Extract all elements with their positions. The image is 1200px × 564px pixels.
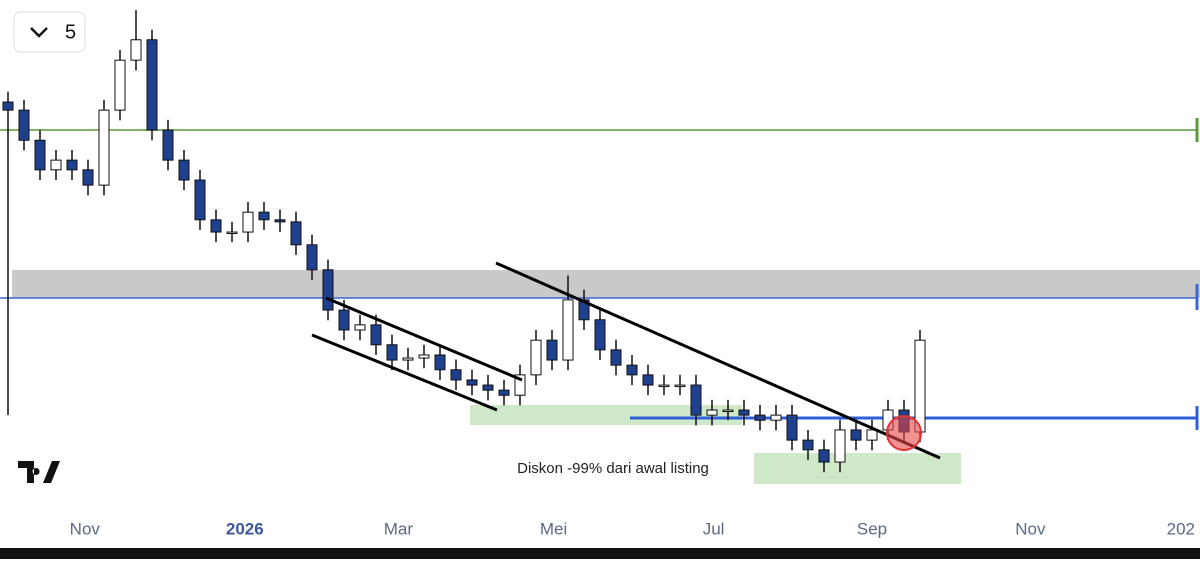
candle-body xyxy=(562,299,574,361)
candle-body xyxy=(130,39,142,61)
candle-body xyxy=(914,339,926,433)
x-axis: Nov 2026 Mar Mei Jul Sep Nov 202 xyxy=(70,519,1195,538)
candle-body xyxy=(242,211,254,233)
x-tick-label: Mei xyxy=(540,519,567,538)
tradingview-logo xyxy=(18,461,60,483)
candle-body xyxy=(546,339,558,361)
candle-body xyxy=(722,409,734,413)
candle-body xyxy=(706,409,718,416)
x-tick-label: 2026 xyxy=(226,519,264,538)
candle-body xyxy=(802,439,814,451)
candle-body xyxy=(754,414,766,421)
candle-body xyxy=(834,429,846,463)
candle-body xyxy=(594,319,606,351)
candle-body xyxy=(306,244,318,271)
candle-body xyxy=(322,269,334,311)
chevron-icon xyxy=(30,27,48,38)
candle-body xyxy=(370,324,382,346)
candle-body xyxy=(146,39,158,131)
breakout-marker xyxy=(886,415,922,451)
button-label: 5 xyxy=(65,21,76,43)
support-zone xyxy=(470,405,742,425)
candle-body xyxy=(162,129,174,161)
support-zone xyxy=(754,453,961,484)
resistance-zone xyxy=(12,270,1200,298)
candle-body xyxy=(354,324,366,331)
candle-body xyxy=(386,344,398,361)
candle-body xyxy=(450,369,462,381)
candle-body xyxy=(690,384,702,416)
button-frame[interactable] xyxy=(13,11,86,53)
status-bar xyxy=(0,548,1200,559)
candle-body xyxy=(850,429,862,441)
candle-body xyxy=(18,109,30,141)
candle-body xyxy=(578,299,590,321)
candle-body xyxy=(50,159,62,171)
candle-body xyxy=(866,429,878,441)
candle-body xyxy=(530,339,542,376)
candle-body xyxy=(642,374,654,386)
candle-body xyxy=(178,159,190,181)
candle-body xyxy=(786,414,798,441)
x-tick-label: Sep xyxy=(857,519,887,538)
candle-body xyxy=(466,379,478,386)
candle-body xyxy=(34,139,46,171)
x-tick-label: Mar xyxy=(384,519,414,538)
candle-body xyxy=(2,101,14,111)
candle-body xyxy=(210,219,222,233)
annotation: Diskon -99% dari awal listing xyxy=(517,460,709,477)
trend-line xyxy=(311,333,498,412)
candle-body xyxy=(434,354,446,371)
candle-body xyxy=(114,59,126,111)
candle-body xyxy=(290,221,302,246)
candle-body xyxy=(738,409,750,416)
candle-body xyxy=(402,357,414,361)
candle-body xyxy=(482,384,494,391)
trend-line xyxy=(495,261,941,460)
candle-body xyxy=(226,231,238,235)
x-tick-label: Nov xyxy=(1015,519,1046,538)
candle-body xyxy=(82,169,94,186)
candle-body xyxy=(770,414,782,421)
interval-button[interactable]: 5 xyxy=(13,11,86,53)
candle-body xyxy=(418,354,430,359)
candle-body xyxy=(626,364,638,376)
candle-body xyxy=(194,179,206,221)
candle-body xyxy=(674,384,686,388)
candles xyxy=(2,10,926,473)
candle-body xyxy=(274,219,286,223)
x-tick-label: 202 xyxy=(1167,519,1195,538)
x-tick-label: Nov xyxy=(70,519,101,538)
candle-body xyxy=(658,384,670,388)
candle-body xyxy=(818,449,830,463)
candle-body xyxy=(514,374,526,396)
trend-line xyxy=(325,296,523,382)
candle-body xyxy=(258,211,270,221)
x-tick-label: Jul xyxy=(703,519,725,538)
candle-body xyxy=(338,309,350,331)
candle-body xyxy=(98,109,110,186)
candle-body xyxy=(66,159,78,171)
candle-body xyxy=(498,389,510,396)
candle-body xyxy=(610,349,622,366)
